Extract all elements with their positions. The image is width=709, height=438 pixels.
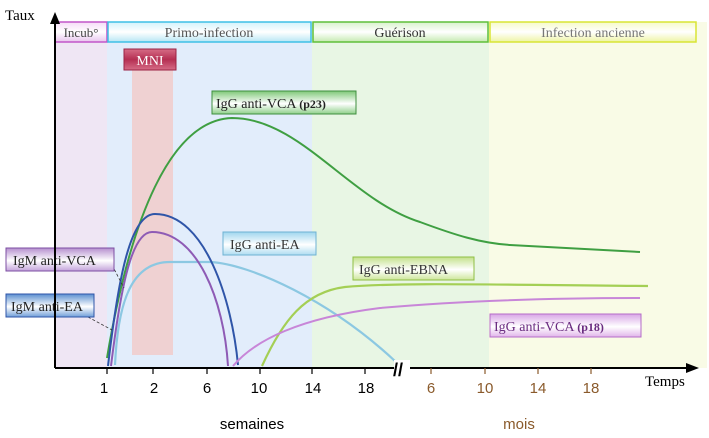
axis-break-gap (394, 360, 410, 376)
label-igg-anti-ea: IgG anti-EA (230, 238, 300, 253)
phase-label-primo-infection: Primo-infection (165, 26, 254, 41)
label-igm-anti-ea: IgM anti-EA (11, 300, 84, 315)
phase-header-infection-ancienne: Infection ancienne (489, 21, 697, 43)
label-igg-anti-vca-p23: IgG anti-VCA (p23) (216, 97, 326, 112)
phase-header-incubation: Incub° (54, 21, 108, 43)
months-unit-label: mois (503, 416, 535, 433)
y-axis-arrow-icon (50, 12, 60, 24)
curve-igg-anti-ebna (260, 283, 649, 367)
curve-igg-anti-vca-p23 (106, 116, 641, 359)
mni-band (132, 68, 173, 355)
week-tick-label: 10 (251, 380, 268, 397)
mni-label: MNI (136, 54, 164, 69)
y-axis-title: Taux (5, 8, 35, 24)
axis-break-symbol: // (393, 360, 403, 380)
week-tick-label: 1 (100, 380, 108, 397)
phase-label-incubation: Incub° (64, 25, 99, 40)
month-tick-label: 18 (583, 380, 600, 397)
phase-region-infection-ancienne (489, 22, 707, 368)
label-box-igg-anti-vca-p18: IgG anti-VCA (p18) (489, 313, 642, 338)
curve-igg-anti-vca-p18 (232, 297, 641, 367)
month-tick-label: 14 (530, 380, 547, 397)
x-axis-title: Temps (645, 374, 685, 390)
mni-label-box: MNI (123, 48, 177, 71)
curve-igm-anti-ea (107, 212, 239, 367)
phase-label-infection-ancienne: Infection ancienne (541, 26, 645, 41)
label-igg-anti-vca-p18: IgG anti-VCA (p18) (494, 320, 604, 335)
week-tick-label: 6 (203, 380, 211, 397)
week-tick-label: 14 (305, 380, 322, 397)
weeks-unit-label: semaines (220, 416, 284, 433)
label-box-igg-anti-vca-p23: IgG anti-VCA (p23) (211, 90, 357, 115)
x-axis-arrow-icon (686, 363, 699, 373)
phase-region-guerison (312, 22, 489, 368)
label-box-igm-anti-vca: IgM anti-VCA (5, 247, 115, 272)
week-tick-label: 18 (358, 380, 375, 397)
week-tick-label: 2 (150, 380, 158, 397)
month-ticks: 6 10 14 18 (427, 368, 600, 397)
curve-igm-anti-vca (110, 230, 229, 367)
label-igg-anti-ebna: IgG anti-EBNA (359, 263, 449, 278)
leader-line-igm-anti-ea (87, 316, 113, 331)
month-tick-label: 10 (477, 380, 494, 397)
phase-header-guerison: Guérison (312, 21, 489, 43)
label-box-igg-anti-ea: IgG anti-EA (222, 231, 317, 256)
label-box-igg-anti-ebna: IgG anti-EBNA (352, 256, 475, 281)
phase-label-guerison: Guérison (374, 26, 425, 41)
leader-line-igm-anti-vca (111, 264, 125, 289)
month-tick-label: 6 (427, 380, 435, 397)
phase-header-primo-infection: Primo-infection (107, 21, 312, 43)
label-box-igm-anti-ea: IgM anti-EA (5, 293, 95, 318)
week-ticks: 1 2 6 10 14 18 (100, 368, 375, 397)
